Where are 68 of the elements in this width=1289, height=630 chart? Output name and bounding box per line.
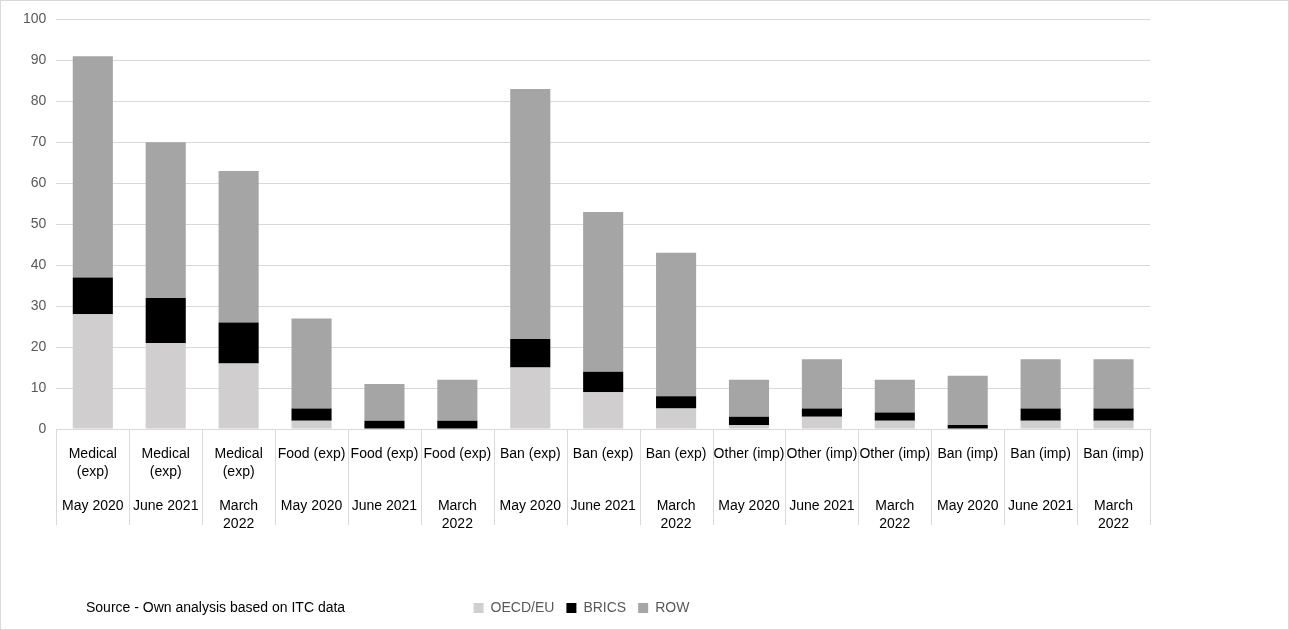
- y-tick-label: 80: [30, 92, 47, 109]
- bar: [801, 416, 842, 429]
- bar: [583, 371, 624, 393]
- bar: [656, 396, 697, 409]
- bar: [218, 170, 259, 323]
- bar: [728, 424, 770, 429]
- y-tick-label: 40: [30, 256, 47, 273]
- y-tick-label: 0: [38, 419, 47, 436]
- bar: [583, 392, 624, 429]
- category-label: Medical (exp) March 2022: [214, 444, 263, 531]
- bar: [656, 408, 697, 429]
- bar: [728, 416, 770, 425]
- category-label: Other (imp) March 2022: [859, 444, 931, 531]
- bar: [656, 252, 697, 397]
- bar: [728, 379, 770, 417]
- category-label: Other (imp) May 2020: [713, 444, 785, 513]
- y-tick-label: 100: [23, 10, 47, 27]
- bar: [510, 89, 551, 339]
- bar: [364, 383, 405, 421]
- category-label: Other (imp) June 2021: [786, 444, 858, 513]
- bar: [291, 408, 332, 421]
- bar: [145, 142, 186, 298]
- bar: [1020, 359, 1061, 409]
- bar: [947, 424, 988, 429]
- bar: [1093, 359, 1134, 409]
- bar: [291, 420, 332, 429]
- bar: [874, 379, 915, 413]
- category-label: Ban (imp) May 2020: [936, 444, 999, 513]
- y-tick-label: 90: [30, 51, 47, 68]
- category-label: Ban (exp) March 2022: [645, 444, 707, 531]
- bar: [72, 277, 113, 315]
- bar: [801, 359, 842, 409]
- y-tick-label: 60: [30, 174, 47, 191]
- category-label: Food (exp) May 2020: [277, 444, 346, 513]
- y-tick-label: 50: [30, 215, 47, 232]
- bar: [437, 379, 478, 421]
- bar: [874, 412, 915, 421]
- bar: [364, 420, 405, 429]
- bar: [874, 420, 915, 429]
- bar: [1093, 420, 1134, 429]
- bar: [72, 56, 113, 278]
- bar: [218, 322, 259, 364]
- y-tick-label: 30: [30, 296, 47, 313]
- bar: [801, 408, 842, 417]
- legend-label: ROW: [655, 598, 691, 615]
- bar: [291, 318, 332, 409]
- category-label: Ban (exp) May 2020: [499, 444, 562, 513]
- category-label: Food (exp) March 2022: [423, 444, 492, 531]
- bar: [1093, 408, 1134, 421]
- category-label: Food (exp) June 2021: [350, 444, 419, 513]
- bar: [1020, 408, 1061, 421]
- category-label: Ban (imp) March 2022: [1083, 444, 1144, 531]
- category-label: Ban (exp) June 2021: [570, 444, 636, 513]
- bar: [583, 211, 624, 372]
- source-note: Source - Own analysis based on ITC data: [86, 598, 346, 615]
- y-tick-label: 20: [30, 337, 47, 354]
- category-label: Ban (imp) June 2021: [1007, 444, 1074, 513]
- y-tick-label: 70: [30, 133, 47, 150]
- y-tick-label: 10: [30, 378, 47, 395]
- legend-label: OECD/EU: [490, 598, 555, 615]
- bar: [145, 297, 186, 343]
- bar: [437, 420, 478, 429]
- bar: [510, 338, 551, 368]
- legend-label: BRICS: [583, 598, 627, 615]
- category-label: Medical (exp) June 2021: [133, 444, 199, 513]
- bar: [1020, 420, 1061, 429]
- category-label: Medical (exp) May 2020: [62, 444, 124, 513]
- bar: [947, 375, 988, 425]
